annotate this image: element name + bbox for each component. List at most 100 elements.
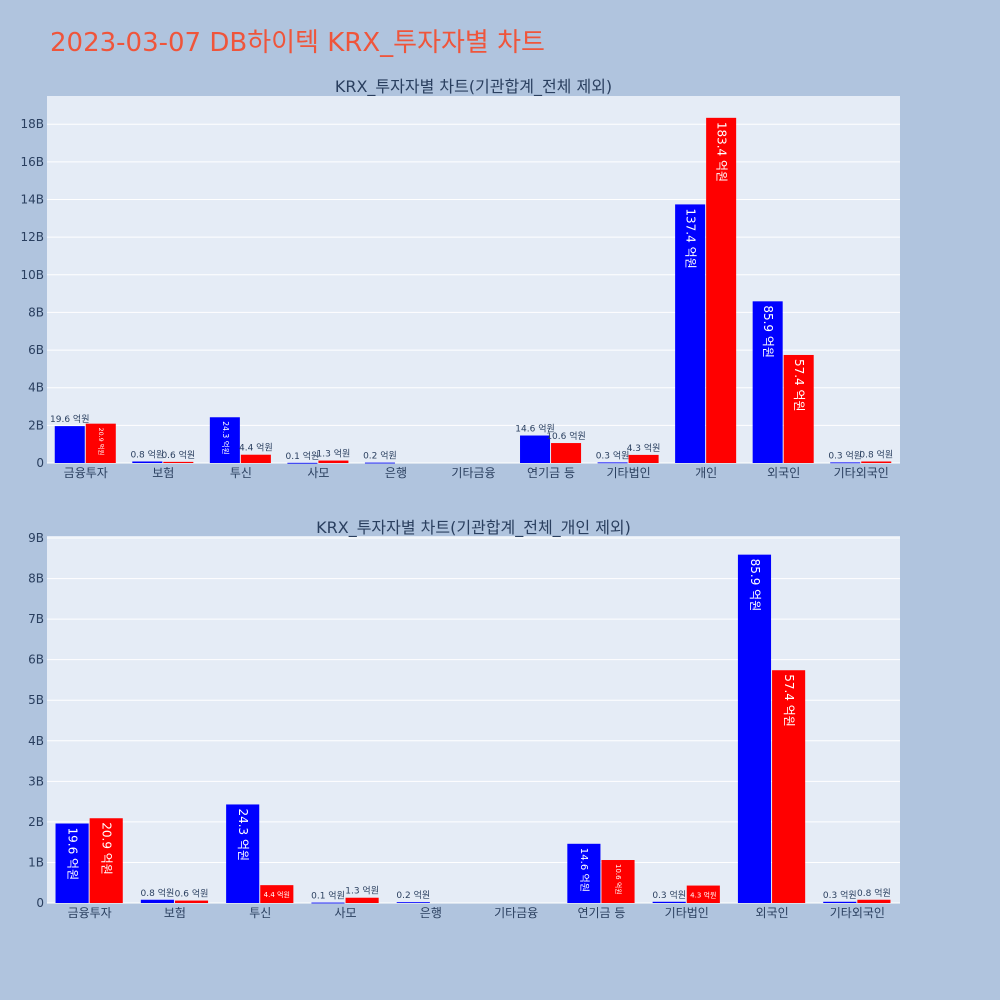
- data-label: 24.3 억원: [236, 808, 250, 861]
- bar: [652, 901, 686, 903]
- y-tick-label: 16B: [20, 155, 44, 169]
- data-label: 0.8 억원: [859, 448, 893, 460]
- bar: [174, 900, 209, 903]
- bar: [597, 462, 628, 464]
- data-label: 19.6 억원: [50, 413, 89, 425]
- bar: [318, 460, 349, 463]
- data-label: 10.6 억원: [546, 430, 585, 442]
- bar: [260, 885, 294, 903]
- data-label: 0.8 억원: [857, 887, 891, 899]
- y-tick-label: 6B: [28, 343, 44, 357]
- y-tick-label: 12B: [20, 230, 44, 244]
- x-tick-label: 기타법인: [665, 906, 709, 920]
- x-tick-label: 외국인: [755, 906, 788, 920]
- bar: [287, 462, 318, 464]
- chart-excluding-individuals: KRX_투자자별 차트(기관합계_전체_개인 제외) 0 1B 2B 3B 4B 5B 6B 7…: [28, 518, 900, 920]
- bar: [772, 670, 806, 903]
- y-tick-label: 1B: [28, 855, 44, 869]
- data-label: 0.1 억원: [311, 890, 345, 902]
- data-label: 0.3 억원: [596, 449, 630, 461]
- bar: [520, 435, 551, 463]
- data-label: 1.3 억원: [345, 885, 379, 897]
- data-label: 0.3 억원: [828, 449, 862, 461]
- y-tick-label: 18B: [20, 117, 44, 131]
- bar: [752, 301, 783, 463]
- data-label: 85.9 억원: [761, 305, 775, 358]
- chart-all-investors: KRX_투자자별 차트(기관합계_전체 제외) 0 2B 4B 6B 8B 10B 12B 14…: [20, 77, 900, 480]
- data-label: 137.4 억원: [684, 208, 698, 268]
- x-tick-label: 기타금융: [451, 466, 495, 480]
- data-label: 4.4 억원: [239, 442, 273, 454]
- bar: [226, 804, 260, 903]
- data-label: 85.9 억원: [748, 559, 762, 612]
- data-label: 20.9 억원: [100, 822, 114, 875]
- bar: [55, 823, 89, 903]
- x-tick-label: 보험: [164, 906, 186, 920]
- bar: [364, 462, 395, 464]
- y-tick-label: 9B: [28, 531, 44, 545]
- bar: [85, 423, 116, 463]
- y-tick-label: 2B: [28, 815, 44, 829]
- bar: [823, 901, 857, 903]
- y-tick-label: 2B: [28, 418, 44, 432]
- data-label: 0.8 억원: [130, 448, 164, 460]
- y-tick-label: 3B: [28, 774, 44, 788]
- bar: [830, 462, 861, 464]
- y-tick-label: 4B: [28, 381, 44, 395]
- chart-title: KRX_투자자별 차트(기관합계_전체 제외): [335, 77, 612, 97]
- y-tick-label: 4B: [28, 734, 44, 748]
- data-label: 4.4 억원: [264, 890, 290, 899]
- x-tick-label: 사모: [335, 906, 357, 920]
- x-tick-label: 금융투자: [68, 906, 112, 920]
- data-label: 14.6 억원: [515, 423, 554, 435]
- x-tick-label: 기타금융: [494, 906, 538, 920]
- data-label: 0.3 억원: [823, 889, 857, 901]
- data-label: 4.3 억원: [627, 442, 661, 454]
- x-tick-label: 외국인: [767, 466, 800, 480]
- data-label: 1.3 억원: [317, 448, 351, 460]
- bar: [240, 454, 271, 463]
- data-label: 0.3 억원: [652, 889, 686, 901]
- y-tick-label: 5B: [28, 693, 44, 707]
- data-label: 24.3 억원: [221, 421, 230, 454]
- data-label: 0.2 억원: [396, 889, 430, 901]
- data-label: 20.9 억원: [97, 428, 106, 456]
- data-label: 0.6 억원: [161, 449, 195, 461]
- bar: [89, 818, 123, 903]
- bar: [861, 461, 892, 463]
- x-tick-label: 개인: [695, 466, 717, 480]
- x-tick-label: 기타외국인: [830, 906, 885, 920]
- x-tick-label: 연기금 등: [577, 906, 625, 920]
- x-tick-label: 투신: [249, 906, 271, 920]
- y-tick-label: 0: [36, 896, 44, 910]
- bar: [345, 897, 379, 903]
- bar: [706, 117, 737, 464]
- bar: [140, 899, 174, 903]
- bar: [783, 354, 814, 463]
- x-tick-label: 연기금 등: [527, 466, 575, 480]
- x-tick-label: 기타법인: [607, 466, 651, 480]
- data-label: 4.3 억원: [690, 890, 716, 899]
- bar: [857, 899, 891, 903]
- x-tick-label: 투신: [230, 466, 252, 480]
- y-tick-label: 6B: [28, 653, 44, 667]
- y-tick-label: 10B: [20, 268, 44, 282]
- x-tick-label: 은행: [420, 905, 442, 920]
- data-label: 0.1 억원: [286, 450, 320, 462]
- bar: [54, 426, 85, 463]
- bar: [675, 204, 706, 463]
- data-label: 14.6 억원: [578, 848, 590, 892]
- data-label: 19.6 억원: [66, 828, 80, 881]
- x-tick-label: 기타외국인: [834, 466, 889, 480]
- y-tick-label: 14B: [20, 193, 44, 207]
- data-label: 183.4 억원: [715, 122, 729, 182]
- bar: [396, 902, 430, 903]
- bar: [628, 454, 659, 463]
- bar: [601, 860, 635, 903]
- bar: [737, 554, 772, 903]
- bar: [209, 417, 240, 463]
- x-tick-label: 은행: [385, 465, 407, 480]
- data-label: 0.6 억원: [175, 888, 209, 900]
